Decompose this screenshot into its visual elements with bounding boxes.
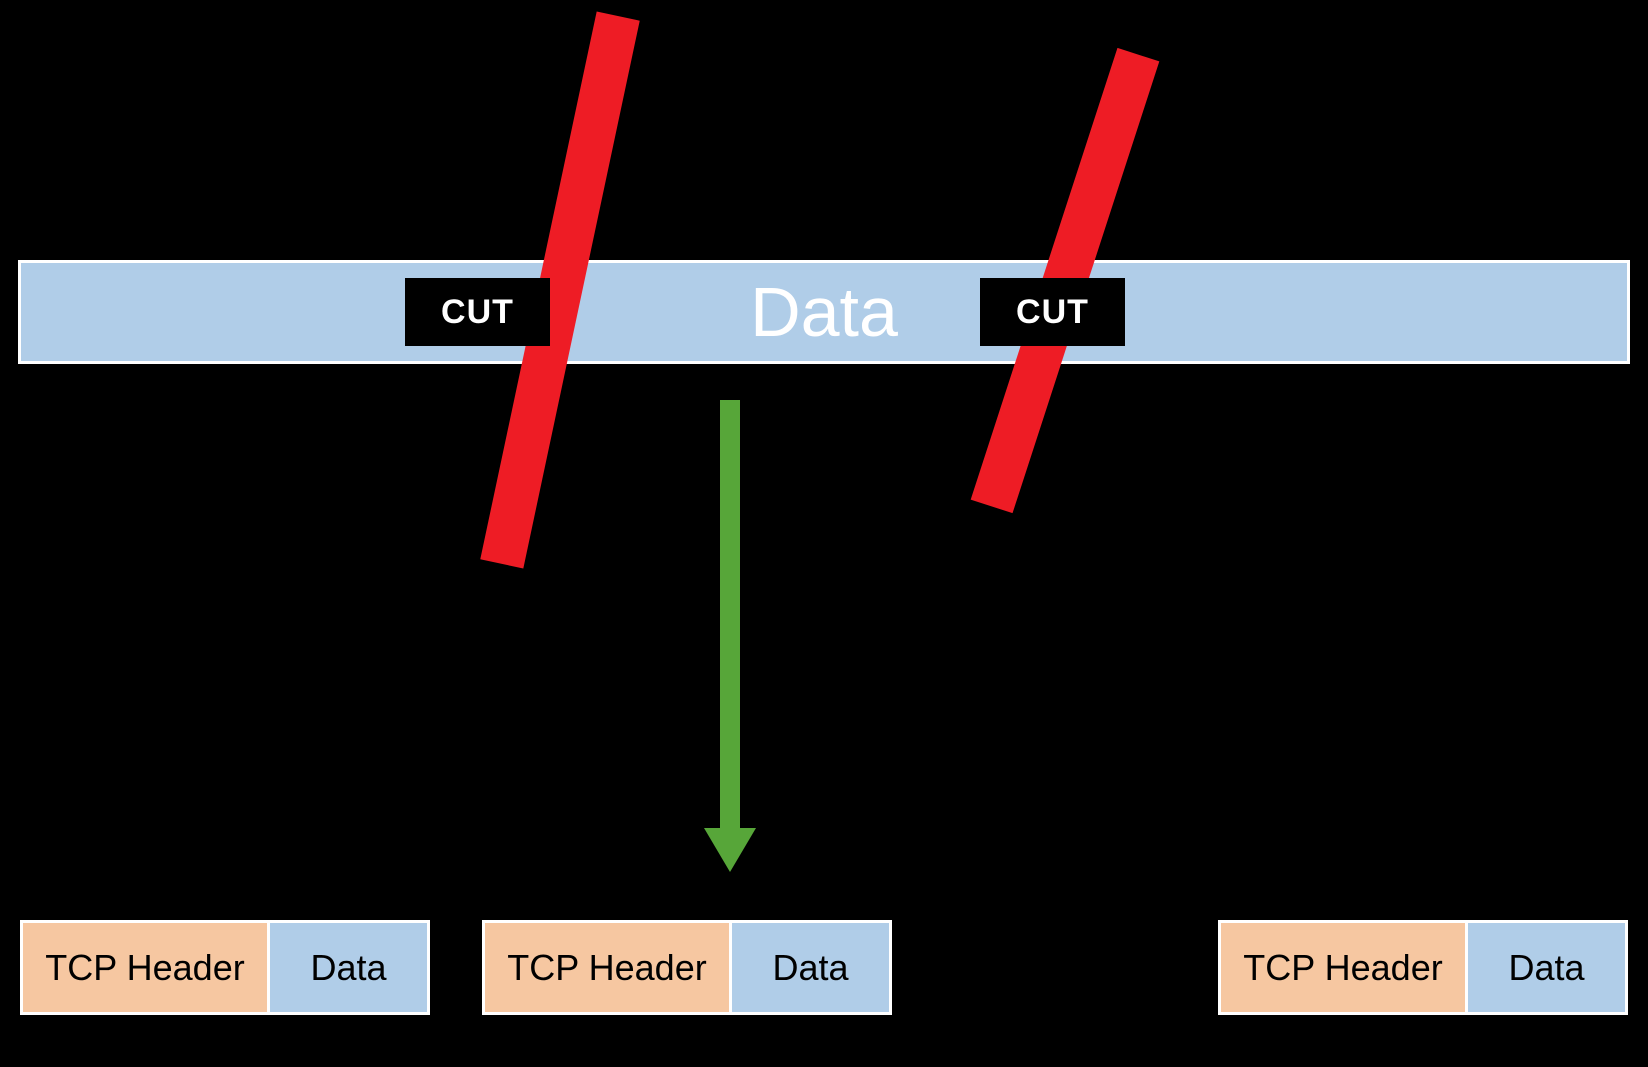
segment-3-part-2: Data (1468, 920, 1628, 1015)
cut-label-2: CUT (980, 278, 1125, 346)
segment-2-part-2: Data (732, 920, 892, 1015)
cut-label-1: CUT (405, 278, 550, 346)
segment-3-part-1: TCP Header (1218, 920, 1468, 1015)
segment-1-part-2: Data (270, 920, 430, 1015)
arrow-head (704, 828, 756, 872)
arrow-shaft (720, 400, 740, 830)
diagram-stage: DataCUTCUTTCP HeaderDataTCP HeaderDataTC… (0, 0, 1648, 1067)
segment-2-part-1: TCP Header (482, 920, 732, 1015)
segment-1-part-1: TCP Header (20, 920, 270, 1015)
big-data-bar: Data (18, 260, 1630, 364)
